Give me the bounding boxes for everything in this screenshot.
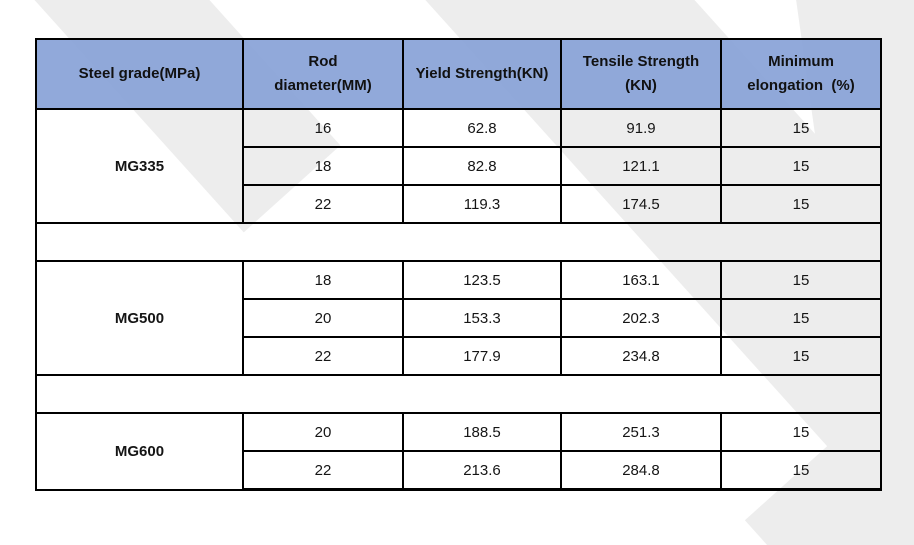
elongation-cell: 15 xyxy=(720,146,882,186)
table-row: 22 213.6 284.8 15 xyxy=(36,450,882,491)
diameter-cell: 22 xyxy=(242,336,404,376)
diameter-cell: 22 xyxy=(242,450,404,491)
spacer-row xyxy=(35,222,882,262)
header-cell-yield-strength: Yield Strength(KN) xyxy=(402,38,562,110)
table-row: MG500 18 123.5 163.1 15 xyxy=(35,260,882,376)
tensile-cell: 91.9 xyxy=(560,108,722,148)
table-row: 18 82.8 121.1 15 xyxy=(36,146,882,186)
header-cell-tensile-strength: Tensile Strength (KN) xyxy=(560,38,722,110)
elongation-cell: 15 xyxy=(720,260,882,300)
header-row: Steel grade(MPa) Rod diameter(MM) Yield … xyxy=(35,38,882,110)
steel-strength-table: Steel grade(MPa) Rod diameter(MM) Yield … xyxy=(35,38,882,491)
header-cell-steel-grade: Steel grade(MPa) xyxy=(35,38,244,110)
elongation-cell: 15 xyxy=(720,298,882,338)
yield-cell: 62.8 xyxy=(402,108,562,148)
tensile-cell: 234.8 xyxy=(560,336,722,376)
elongation-cell: 15 xyxy=(720,184,882,224)
elongation-cell: 15 xyxy=(720,108,882,148)
header-cell-rod-diameter: Rod diameter(MM) xyxy=(242,38,404,110)
tensile-cell: 163.1 xyxy=(560,260,722,300)
diameter-cell: 16 xyxy=(242,108,404,148)
tensile-cell: 174.5 xyxy=(560,184,722,224)
spacer-cell xyxy=(35,222,882,262)
header-cell-min-elongation: Minimum elongation (%) xyxy=(720,38,882,110)
yield-cell: 213.6 xyxy=(402,450,562,491)
yield-cell: 82.8 xyxy=(402,146,562,186)
elongation-cell: 15 xyxy=(720,336,882,376)
diameter-cell: 18 xyxy=(242,146,404,186)
yield-cell: 188.5 xyxy=(402,412,562,452)
grade-cell-mg335: MG335 xyxy=(35,108,244,224)
table-row: 22 177.9 234.8 15 xyxy=(36,336,882,376)
diameter-cell: 22 xyxy=(242,184,404,224)
table-row: MG335 16 62.8 91.9 15 xyxy=(35,108,882,224)
tensile-cell: 202.3 xyxy=(560,298,722,338)
tensile-cell: 284.8 xyxy=(560,450,722,491)
yield-cell: 123.5 xyxy=(402,260,562,300)
table-row: MG600 20 188.5 251.3 15 xyxy=(35,412,882,491)
yield-cell: 119.3 xyxy=(402,184,562,224)
yield-cell: 177.9 xyxy=(402,336,562,376)
spacer-row xyxy=(35,374,882,414)
diameter-cell: 20 xyxy=(242,298,404,338)
diameter-cell: 20 xyxy=(242,412,404,452)
table-row: 20 153.3 202.3 15 xyxy=(36,298,882,338)
spacer-cell xyxy=(35,374,882,414)
grade-cell-mg500: MG500 xyxy=(35,260,244,376)
grade-cell-mg600: MG600 xyxy=(35,412,244,491)
diameter-cell: 18 xyxy=(242,260,404,300)
tensile-cell: 121.1 xyxy=(560,146,722,186)
elongation-cell: 15 xyxy=(720,412,882,452)
tensile-cell: 251.3 xyxy=(560,412,722,452)
yield-cell: 153.3 xyxy=(402,298,562,338)
table-row: 22 119.3 174.5 15 xyxy=(36,184,882,224)
elongation-cell: 15 xyxy=(720,450,882,491)
